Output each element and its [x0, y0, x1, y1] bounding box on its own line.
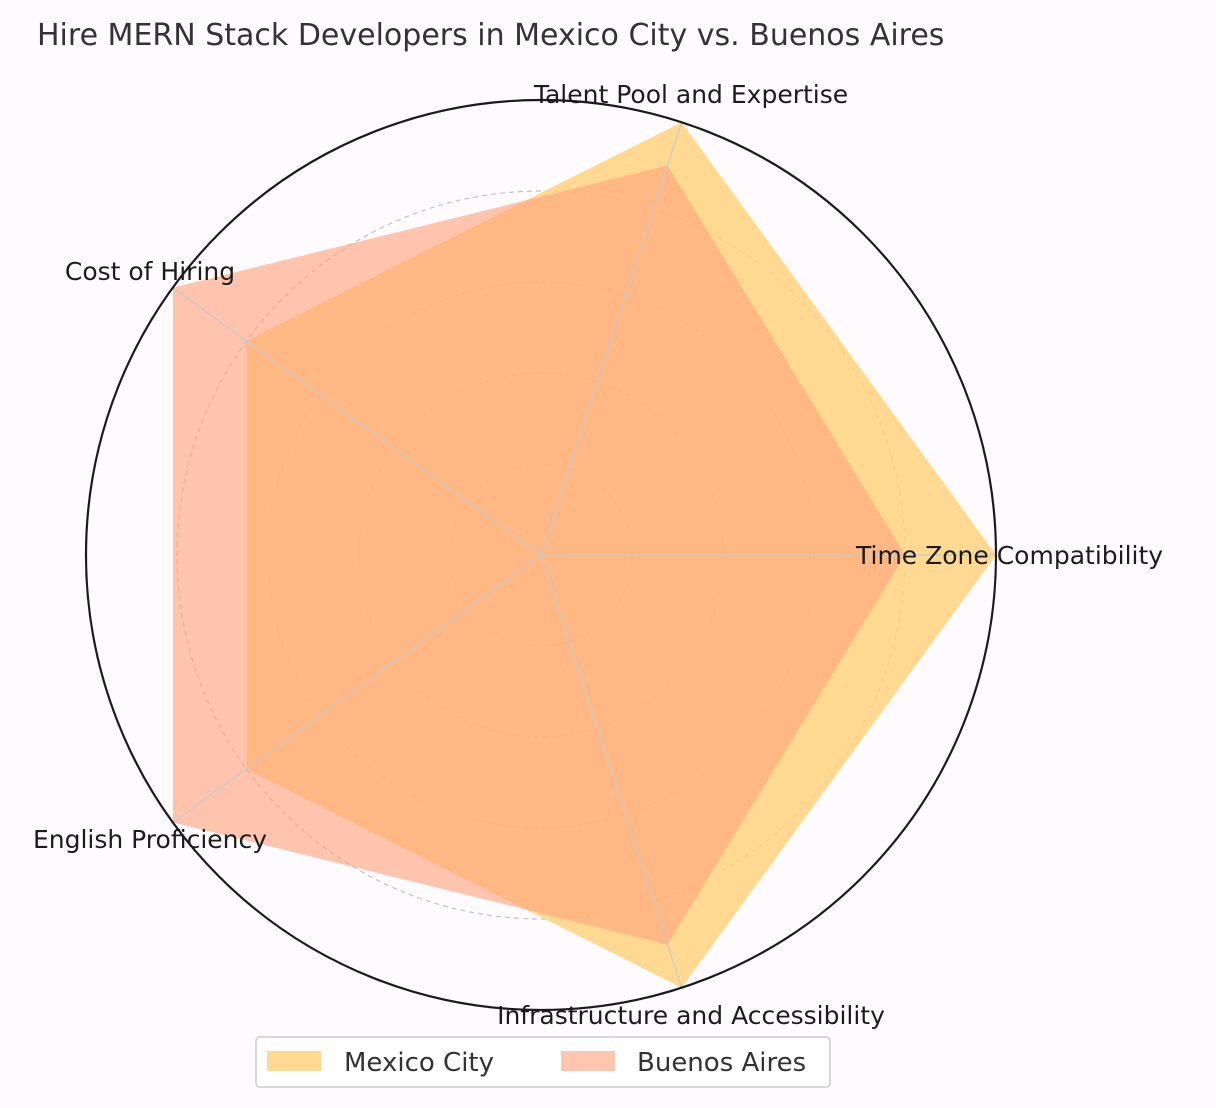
chart-title: Hire MERN Stack Developers in Mexico Cit… [37, 18, 944, 53]
axis-label-cost-of-hiring: Cost of Hiring [65, 257, 235, 286]
radar-chart: Hire MERN Stack Developers in Mexico Cit… [0, 0, 1216, 1108]
axis-label-english-proficiency: English Proficiency [33, 825, 267, 854]
axis-label-talent-pool-and-expertise: Talent Pool and Expertise [533, 80, 848, 109]
axis-label-time-zone-compatibility: Time Zone Compatibility [855, 541, 1163, 570]
legend-swatch-mexico-city [267, 1051, 321, 1071]
legend-label-mexico-city: Mexico City [344, 1048, 494, 1078]
legend-label-buenos-aires: Buenos Aires [637, 1048, 806, 1078]
legend: Mexico City Buenos Aires [256, 1037, 830, 1087]
axis-label-infrastructure-and-accessibility: Infrastructure and Accessibility [497, 1001, 885, 1030]
legend-swatch-buenos-aires [561, 1051, 615, 1071]
